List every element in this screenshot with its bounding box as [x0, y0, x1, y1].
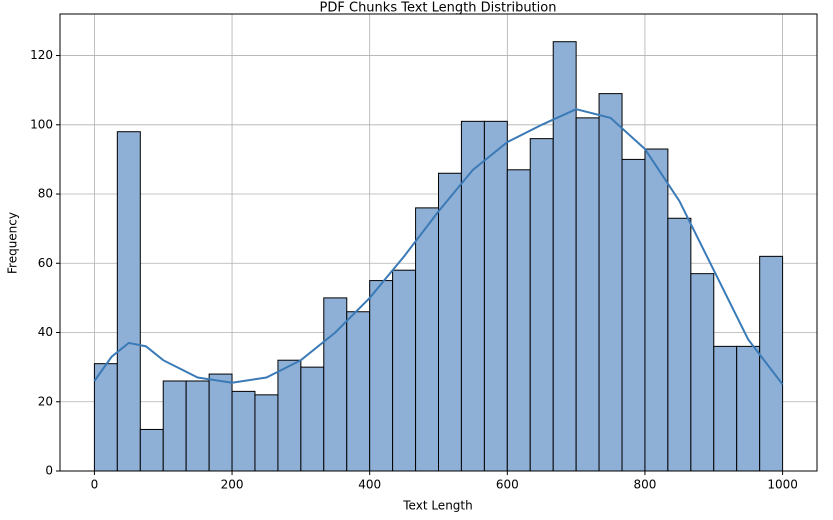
x-tick-label: 800 — [634, 478, 657, 492]
y-tick-label: 80 — [38, 187, 53, 201]
bar — [300, 366, 325, 472]
x-tick-label: 1000 — [767, 478, 798, 492]
bar — [139, 428, 164, 472]
x-axis-label: Text Length — [402, 499, 472, 513]
bar — [392, 269, 417, 472]
bar — [483, 120, 508, 472]
bar — [575, 117, 600, 472]
bar — [346, 311, 371, 472]
bar — [460, 120, 485, 472]
bar — [162, 380, 187, 472]
bar — [208, 373, 233, 472]
y-tick-label: 0 — [45, 464, 53, 478]
x-tick-label: 400 — [358, 478, 381, 492]
x-tick-label: 600 — [496, 478, 519, 492]
bar — [93, 363, 118, 472]
bar — [277, 359, 302, 472]
bar — [185, 380, 210, 472]
bar — [231, 390, 256, 472]
y-tick-label: 120 — [30, 48, 53, 62]
bar — [438, 172, 462, 472]
bar — [254, 394, 279, 472]
bar — [736, 345, 761, 472]
bar — [415, 207, 440, 472]
bar — [369, 280, 394, 472]
bar — [529, 138, 554, 472]
chart-title: PDF Chunks Text Length Distribution — [320, 1, 557, 16]
y-tick-label: 40 — [38, 325, 53, 339]
bar — [116, 131, 141, 472]
bar — [506, 169, 531, 472]
bar — [552, 41, 577, 472]
bar — [713, 345, 738, 472]
bar — [598, 93, 623, 472]
y-tick-label: 60 — [38, 256, 53, 270]
y-tick-label: 20 — [38, 394, 53, 408]
bar — [621, 158, 646, 472]
y-axis-label: Frequency — [6, 212, 20, 274]
bar — [667, 217, 692, 472]
bar — [690, 273, 715, 472]
bar — [644, 148, 669, 472]
x-tick-label: 0 — [91, 478, 99, 492]
kde-line — [93, 108, 784, 386]
bar — [759, 255, 784, 472]
y-tick-label: 100 — [30, 117, 53, 131]
x-tick-label: 200 — [221, 478, 244, 492]
plot-frame — [59, 13, 818, 472]
